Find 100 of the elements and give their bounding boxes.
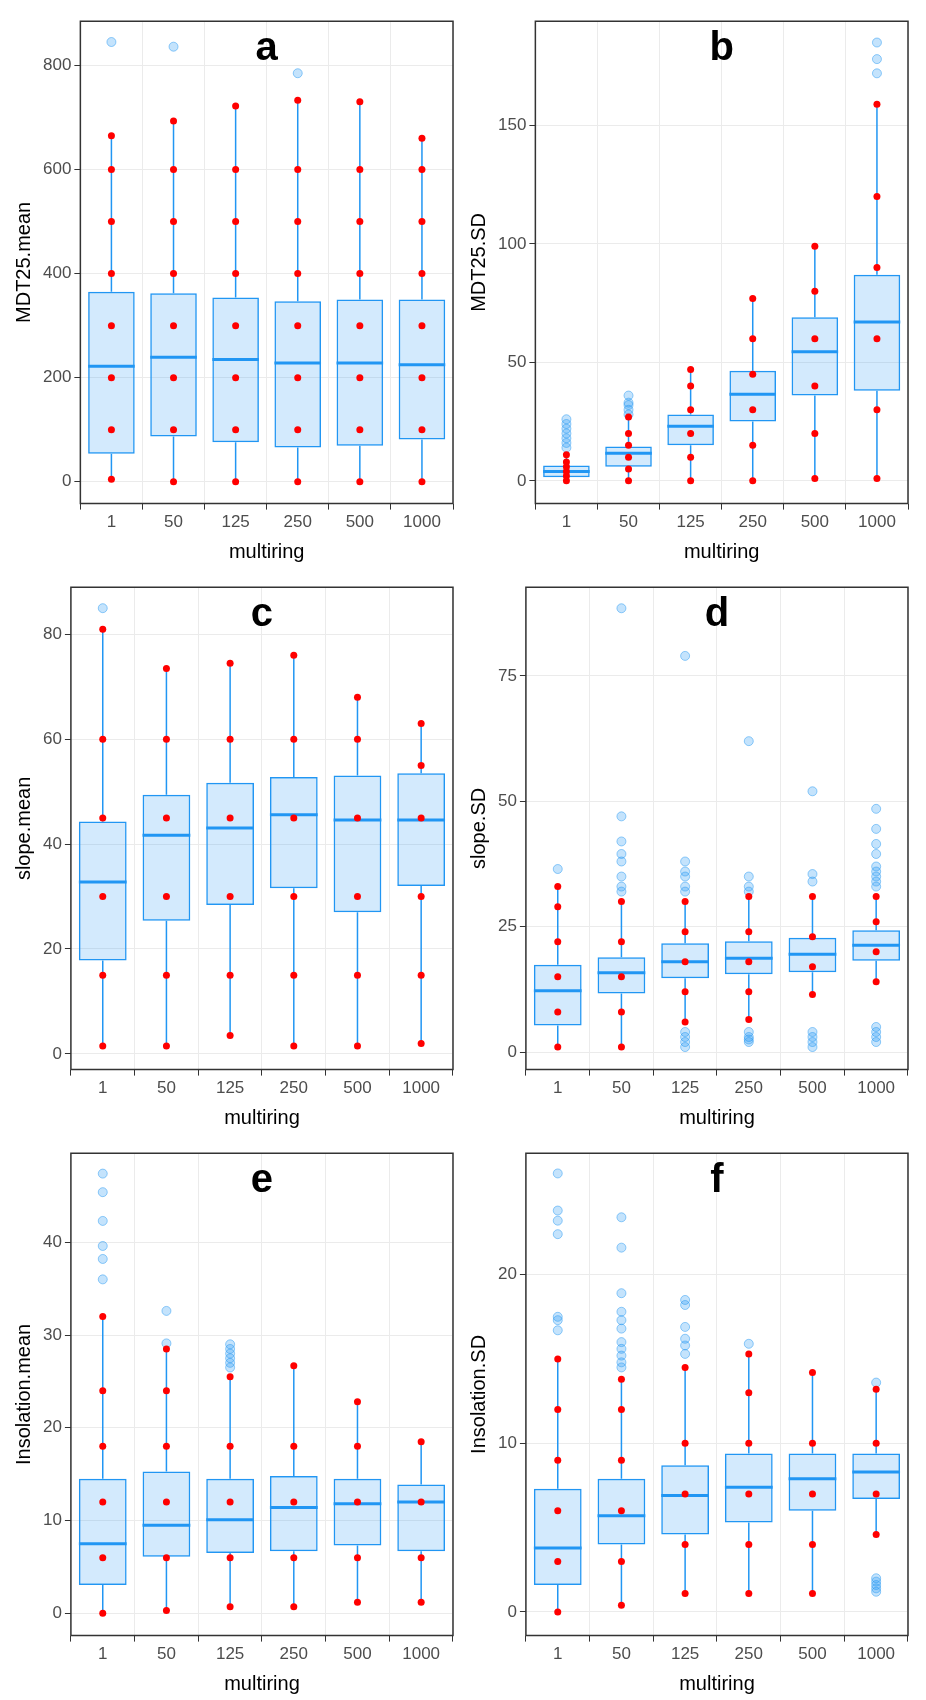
x-tick-label: 125: [670, 1644, 700, 1664]
point: [162, 1498, 170, 1506]
point: [745, 928, 753, 936]
chart-title: e: [250, 1156, 274, 1201]
y-tick-label: 40: [42, 833, 62, 853]
y-tick-label: 10: [497, 1433, 517, 1452]
point: [294, 374, 302, 382]
point: [290, 814, 298, 822]
y-tick-label: 150: [497, 115, 527, 135]
point: [294, 478, 302, 486]
point: [290, 1603, 298, 1611]
point: [170, 166, 178, 174]
point: [107, 374, 115, 382]
point: [745, 1541, 753, 1549]
y-tick-label: 60: [42, 728, 62, 748]
point: [617, 1601, 625, 1609]
point: [232, 322, 240, 330]
point: [356, 322, 364, 330]
x-tick-label: 1: [98, 1644, 108, 1664]
y-tick-label: 400: [42, 263, 72, 283]
point: [681, 958, 689, 966]
point: [294, 96, 302, 104]
point: [107, 270, 115, 278]
point: [353, 735, 361, 743]
x-tick-label: 1: [553, 1078, 563, 1098]
point: [872, 1530, 880, 1538]
point: [418, 322, 426, 330]
point: [687, 429, 695, 437]
x-tick-label: 500: [343, 1078, 372, 1098]
point: [681, 1363, 689, 1371]
point: [811, 474, 819, 482]
point: [811, 382, 819, 390]
point: [226, 1498, 234, 1506]
y-tick-label: 10: [42, 1510, 62, 1530]
y-tick-label: 30: [42, 1324, 62, 1344]
point: [554, 1507, 562, 1515]
point: [873, 406, 881, 414]
x-tick-label: 1000: [403, 512, 441, 532]
point: [417, 1554, 425, 1562]
point: [625, 453, 633, 461]
x-tick-label: 1: [553, 1644, 563, 1664]
point: [162, 1442, 170, 1450]
point: [232, 426, 240, 434]
point: [417, 761, 425, 769]
x-tick-label: 250: [738, 512, 767, 532]
point: [99, 1609, 107, 1617]
point: [226, 1603, 234, 1611]
point: [170, 374, 178, 382]
point: [681, 1589, 689, 1597]
point: [356, 426, 364, 434]
y-tick-label: 0: [52, 1043, 62, 1063]
x-tick-label: 125: [215, 1078, 245, 1098]
x-tick-label: 50: [156, 1078, 176, 1098]
point: [681, 928, 689, 936]
x-tick-label: 125: [221, 512, 250, 532]
y-tick-label: 200: [42, 367, 72, 387]
y-axis-title: MDT25.mean: [11, 201, 34, 323]
point: [562, 451, 570, 459]
point: [745, 1350, 753, 1358]
point: [226, 735, 234, 743]
y-tick-label: 80: [42, 624, 62, 644]
point: [554, 1557, 562, 1565]
point: [872, 948, 880, 956]
x-tick-label: 500: [800, 512, 830, 532]
x-tick-label: 50: [619, 512, 638, 532]
point: [681, 898, 689, 906]
point: [353, 1442, 361, 1450]
point: [617, 1008, 625, 1016]
point: [681, 1439, 689, 1447]
point: [356, 374, 364, 382]
point: [162, 1554, 170, 1562]
point: [162, 664, 170, 672]
y-axis-title: slope.SD: [466, 787, 489, 869]
point: [681, 1018, 689, 1026]
point: [749, 406, 757, 414]
point: [417, 1598, 425, 1606]
point: [562, 477, 570, 485]
x-tick-label: 500: [345, 512, 375, 532]
point: [353, 693, 361, 701]
y-tick-label: 20: [42, 938, 62, 958]
y-axis-title: Insolation.SD: [466, 1334, 489, 1454]
point: [418, 426, 426, 434]
point: [625, 477, 633, 485]
chart-title: c: [250, 590, 274, 635]
point: [353, 971, 361, 979]
point: [418, 374, 426, 382]
point: [99, 1387, 107, 1395]
point: [418, 166, 426, 174]
point: [811, 287, 819, 295]
x-axis-title: multiring: [228, 539, 305, 562]
point: [417, 1498, 425, 1506]
point: [808, 1368, 816, 1376]
point: [99, 1554, 107, 1562]
x-axis-title: multiring: [224, 1105, 300, 1128]
point: [107, 322, 115, 330]
point: [162, 1387, 170, 1395]
point: [232, 166, 240, 174]
point: [745, 958, 753, 966]
point: [808, 990, 816, 998]
point: [99, 1312, 107, 1320]
